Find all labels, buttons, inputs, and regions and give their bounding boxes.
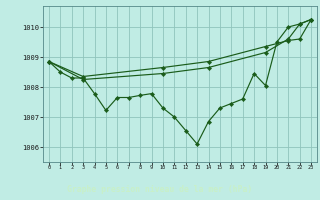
- Text: Graphe pression niveau de la mer (hPa): Graphe pression niveau de la mer (hPa): [68, 185, 252, 194]
